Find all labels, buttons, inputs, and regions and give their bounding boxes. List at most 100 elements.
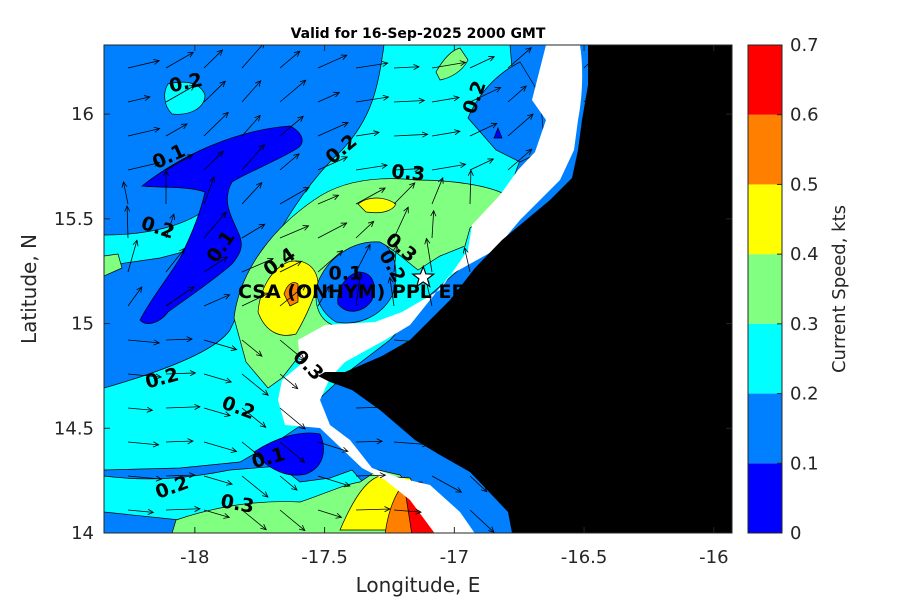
colorbar-frame	[747, 44, 783, 534]
colorbar-swatch	[748, 114, 782, 185]
current-arrow-head	[379, 187, 386, 194]
current-arrow-head	[343, 481, 351, 488]
current-arrow-shaft	[279, 373, 299, 390]
current-arrow-shaft	[203, 294, 230, 307]
current-arrow-head	[299, 79, 307, 86]
current-arrow-shaft	[317, 92, 340, 103]
current-arrow-shaft	[127, 441, 159, 446]
current-arrow-head	[488, 56, 496, 62]
current-arrow-shaft	[203, 81, 226, 103]
current-arrow-shaft	[241, 144, 265, 171]
current-arrow-head	[595, 50, 603, 58]
current-arrow-shaft	[241, 182, 263, 205]
current-arrow-shaft	[203, 509, 230, 518]
current-arrow-shaft	[127, 475, 162, 480]
current-arrow-head	[152, 441, 160, 448]
current-arrow-shaft	[464, 247, 471, 273]
current-arrow-shaft	[165, 248, 186, 273]
current-arrow-head	[186, 154, 194, 160]
current-arrow-head	[224, 411, 231, 418]
current-arrow-head	[415, 508, 422, 515]
current-arrow-head	[488, 526, 495, 533]
current-arrow-head	[409, 182, 416, 189]
current-arrow-head	[525, 148, 533, 155]
current-arrow-head	[336, 249, 344, 257]
current-arrow-head	[299, 423, 306, 430]
current-arrow-shaft	[393, 66, 419, 69]
x-axis-label: Longitude, E	[356, 573, 481, 597]
current-arrow-shaft	[355, 96, 389, 103]
current-arrow-head	[341, 156, 349, 162]
current-arrow-head	[387, 276, 394, 284]
speed-band-0.0-0.1-ne	[493, 127, 503, 139]
y-tick-label: 15.5	[54, 209, 94, 230]
current-arrow-shaft	[279, 407, 306, 430]
current-arrow-shaft	[241, 45, 263, 69]
current-arrow-shaft	[469, 509, 495, 533]
current-arrow-shaft	[317, 222, 347, 239]
current-arrow-shaft	[469, 87, 501, 103]
current-arrow-head	[188, 85, 196, 91]
current-arrow-shaft	[393, 441, 428, 446]
current-arrow-head	[382, 94, 390, 101]
current-arrow-shaft	[355, 221, 374, 239]
current-arrow-head	[430, 209, 437, 217]
current-arrow-head	[187, 438, 194, 445]
current-arrow-head	[153, 58, 161, 65]
current-vector-field	[121, 45, 608, 533]
current-arrow-head	[187, 286, 195, 293]
current-arrow-head	[393, 244, 400, 252]
current-arrow-shaft	[241, 509, 267, 530]
current-arrow-shaft	[203, 475, 233, 485]
current-arrow-head	[381, 60, 389, 67]
current-arrow-head	[373, 130, 380, 137]
current-arrow-head	[381, 163, 389, 169]
current-arrow-head	[291, 484, 298, 491]
current-arrow-shaft	[507, 113, 534, 137]
current-arrow-head	[356, 271, 363, 279]
current-arrow-shaft	[389, 277, 395, 307]
current-arrow-head	[256, 182, 263, 189]
current-arrow-head	[384, 506, 391, 513]
colorbar-tick-label: 0.2	[790, 384, 819, 405]
current-arrow-head	[455, 487, 463, 493]
current-arrow-head	[220, 211, 227, 219]
current-arrow-shaft	[431, 475, 462, 493]
current-arrow-shaft	[279, 475, 298, 491]
current-arrow-head	[453, 95, 460, 102]
current-arrow-head	[223, 294, 231, 300]
colorbar-tick-label: 0.1	[790, 453, 819, 474]
current-arrow-shaft	[279, 79, 306, 103]
current-arrow-head	[379, 472, 387, 479]
site-star-icon	[411, 264, 436, 288]
speed-band-0.0-0.1-center	[337, 271, 375, 312]
current-arrow-head	[403, 206, 409, 214]
current-arrow-shaft	[279, 153, 300, 171]
current-arrow-head	[259, 421, 267, 428]
current-arrow-head	[384, 404, 391, 411]
current-arrow-shaft	[393, 168, 420, 171]
current-arrow-head	[340, 54, 348, 61]
x-tick-label: -18	[180, 547, 209, 568]
current-arrow-shaft	[355, 508, 390, 511]
current-arrow-shaft	[127, 60, 160, 69]
current-arrow-head	[303, 186, 310, 193]
current-arrow-shaft	[241, 80, 262, 103]
current-arrow-head	[194, 404, 201, 410]
current-arrow-head	[188, 472, 196, 479]
current-arrow-head	[217, 150, 224, 158]
current-arrow-shaft	[241, 258, 274, 273]
y-tick-label: 14.5	[54, 418, 94, 439]
current-arrow-shaft	[241, 292, 270, 307]
current-arrow-head	[341, 122, 349, 128]
current-arrow-head	[258, 223, 266, 230]
current-arrow-shaft	[165, 286, 195, 307]
current-arrow-shaft	[355, 62, 388, 69]
current-arrow-head	[259, 45, 265, 49]
current-arrow-shaft	[165, 85, 196, 103]
current-arrow-head	[298, 524, 306, 532]
current-arrow-head	[480, 485, 488, 493]
current-arrow-shaft	[279, 225, 309, 239]
current-arrow-head	[600, 80, 608, 87]
colorbar: 0 0.1 0.2 0.3 0.4 0.5 0.6 0.7	[747, 35, 819, 544]
